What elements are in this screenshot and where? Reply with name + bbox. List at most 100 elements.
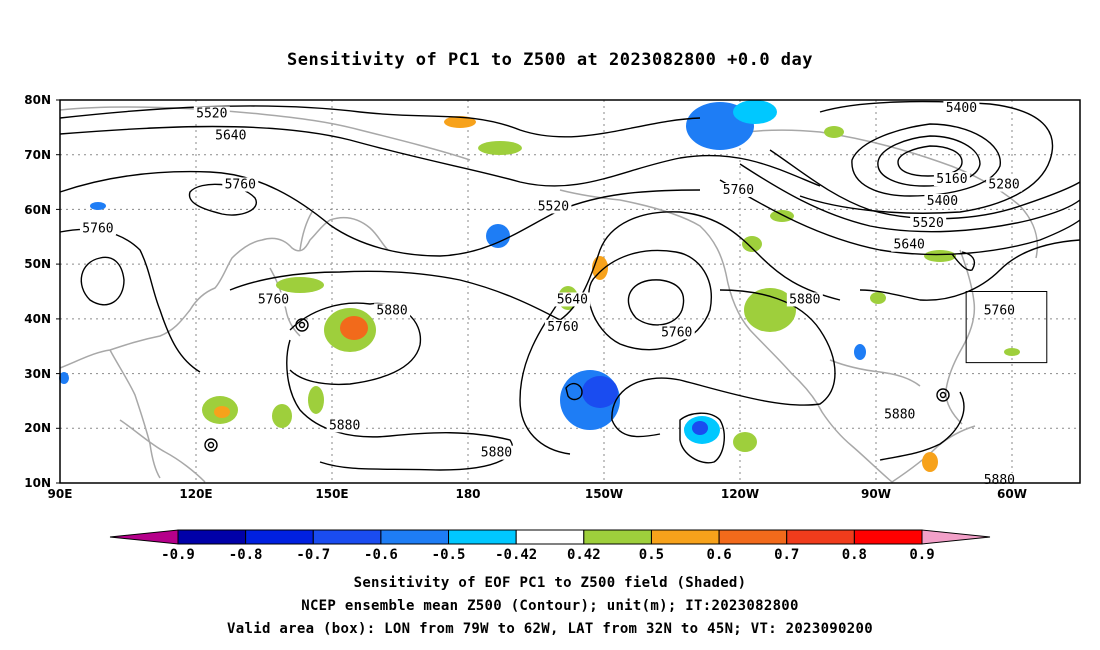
contour-label: 5400 xyxy=(946,101,977,116)
caption-line-3: Valid area (box): LON from 79W to 62W, L… xyxy=(227,621,873,637)
contour-label: 5760 xyxy=(225,178,256,193)
colorbar-swatch xyxy=(718,529,788,545)
lat-label: 50N xyxy=(24,257,51,271)
contour-line xyxy=(851,123,1001,197)
colorbar-label: -0.42 xyxy=(495,547,537,563)
kamchatka-coastline xyxy=(299,211,313,251)
lat-label: 10N xyxy=(24,476,51,490)
contour-label: 5760 xyxy=(723,183,754,198)
contour-line xyxy=(739,163,1081,233)
axis-ticks xyxy=(56,99,60,484)
contour-label: 5760 xyxy=(661,325,692,340)
contour-label-bg xyxy=(986,177,1023,192)
shade-positive xyxy=(733,432,757,452)
lon-label: 120E xyxy=(179,487,212,501)
contour-label-bg xyxy=(535,199,572,214)
contour-label-bg xyxy=(910,215,947,230)
contour-line xyxy=(897,145,963,177)
contour-label: 5160 xyxy=(936,172,967,187)
shade-positive xyxy=(924,250,956,262)
asia-coastline xyxy=(59,216,389,369)
shade-positive xyxy=(272,404,292,428)
contour-line xyxy=(289,302,422,386)
contour-label-bg xyxy=(544,319,581,334)
contour-line xyxy=(627,279,685,326)
contour-label: 5880 xyxy=(984,473,1015,488)
contour-label: 5640 xyxy=(557,292,588,307)
contour-line xyxy=(80,256,125,306)
shade-negative xyxy=(486,224,510,248)
contour-label: 5880 xyxy=(884,407,915,422)
contour-label-bg xyxy=(374,303,411,318)
contour-line xyxy=(879,391,965,461)
colorbar-swatch xyxy=(650,529,720,545)
shade-positive xyxy=(770,210,794,222)
shade-positive xyxy=(214,406,230,418)
contour-label-bg xyxy=(720,183,757,198)
contour-label-bg xyxy=(212,128,249,143)
contour-label-bg xyxy=(193,106,230,121)
contour-label: 5760 xyxy=(547,320,578,335)
colorbar-label: -0.8 xyxy=(229,547,263,563)
colorbar-label: 0.6 xyxy=(706,547,731,563)
colorbar-label: -0.6 xyxy=(364,547,398,563)
colorbar-label: 0.42 xyxy=(567,547,601,563)
contour-label-bg xyxy=(326,418,363,433)
map-title: Sensitivity of PC1 to Z500 at 2023082800… xyxy=(286,50,813,70)
lon-label: 120W xyxy=(721,487,759,501)
colorbar: -0.9 -0.8 -0.7 -0.6 -0.5 -0.42 0.42 0.5 0.6 0.7 0.… xyxy=(109,529,991,563)
colorbar-extend xyxy=(109,529,179,545)
contour-label-bg xyxy=(554,292,591,307)
colorbar-swatch xyxy=(380,529,450,545)
canada-arctic-coastline xyxy=(699,129,1039,259)
colorbar-swatch xyxy=(312,529,382,545)
lon-label: 150E xyxy=(315,487,348,501)
contour-label-bg xyxy=(255,292,292,307)
contour-label-bg xyxy=(222,177,259,192)
contour-label: 5880 xyxy=(481,446,512,461)
shade-positive xyxy=(340,316,368,340)
contour-label: 5640 xyxy=(894,238,925,253)
sensitivity-shading xyxy=(59,100,1020,472)
lat-label: 70N xyxy=(24,148,51,162)
colorbar-label: 0.5 xyxy=(639,547,664,563)
contour-line xyxy=(799,100,1054,214)
colorbar-swatch xyxy=(583,529,652,545)
contour-label: 5520 xyxy=(538,199,569,214)
valid-area-box xyxy=(965,291,1048,364)
shade-positive xyxy=(1004,348,1020,356)
lon-label: 150W xyxy=(585,487,623,501)
contour-line xyxy=(59,170,701,257)
shade-negative xyxy=(692,421,708,435)
contour-label-bg xyxy=(891,237,928,252)
shade-positive xyxy=(744,288,796,332)
gulf-coastline xyxy=(829,359,921,387)
contour-label: 5640 xyxy=(215,128,246,143)
arctic-coastline xyxy=(59,106,471,161)
contour-line xyxy=(59,125,821,187)
contour-label-bg xyxy=(79,221,116,236)
lon-label: 180 xyxy=(455,487,480,501)
contour-line xyxy=(679,412,725,464)
colorbar-label: 0.8 xyxy=(842,547,867,563)
north-america-west-coastline xyxy=(559,189,893,483)
colorbar-label: -0.5 xyxy=(432,547,466,563)
caption-line-2: NCEP ensemble mean Z500 (Contour); unit(… xyxy=(301,598,799,614)
contour-line xyxy=(519,299,571,455)
contour-label: 5520 xyxy=(196,106,227,121)
shade-negative xyxy=(582,376,618,408)
lat-label: 40N xyxy=(24,312,51,326)
contour-line xyxy=(859,239,1081,301)
contour-label-bg xyxy=(981,303,1018,318)
lat-label: 80N xyxy=(24,93,51,107)
contour-label-bg xyxy=(943,100,980,115)
contour-line xyxy=(59,105,701,138)
philippines-coastline xyxy=(119,419,206,483)
contour-label-bg xyxy=(924,193,961,208)
contour-label: 5880 xyxy=(329,418,360,433)
lon-label: 90W xyxy=(861,487,891,501)
lon-label: 60W xyxy=(997,487,1027,501)
contour-label-bg xyxy=(658,325,695,340)
lat-label: 60N xyxy=(24,203,51,217)
central-america-coastline xyxy=(891,425,976,483)
